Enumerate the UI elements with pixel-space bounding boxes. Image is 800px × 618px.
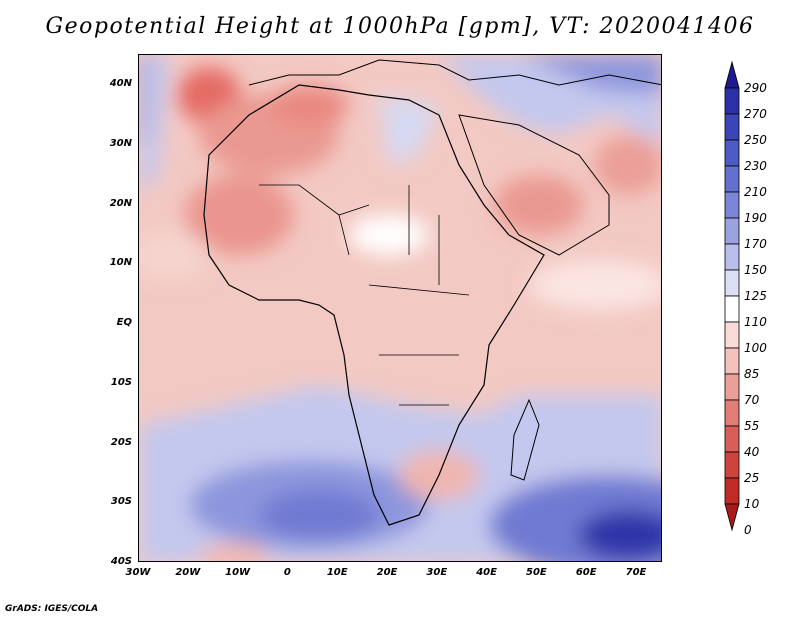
colorbar-swatch: [724, 191, 740, 219]
colorbar-label: 290: [744, 81, 767, 95]
lon-tick-label: 70E: [625, 567, 647, 578]
colorbar-label: 270: [744, 107, 767, 121]
colorbar-swatch: [724, 399, 740, 427]
colorbar-swatch: [724, 321, 740, 349]
colorbar-swatch: [724, 373, 740, 401]
lon-tick-label: 10W: [225, 567, 251, 578]
colorbar-label: 55: [744, 419, 760, 433]
colorbar-swatch: [724, 347, 740, 375]
colorbar-swatch: [724, 477, 740, 505]
colorbar-label: 10: [744, 497, 760, 511]
colorbar-label: 110: [744, 315, 767, 329]
map-title: Geopotential Height at 1000hPa [gpm], VT…: [45, 14, 755, 39]
colorbar-swatch: [724, 451, 740, 479]
colorbar-label: 70: [744, 393, 760, 407]
colorbar-top-arrow: [724, 60, 740, 89]
lat-tick-label: 40S: [110, 556, 132, 567]
geopotential-field: [139, 55, 661, 561]
lon-tick-label: 50E: [526, 567, 547, 578]
colorbar-bottom-arrow: [724, 503, 740, 532]
lat-tick-label: 30N: [109, 137, 132, 149]
lon-tick-label: 20W: [175, 567, 201, 578]
lat-tick-label: 20S: [110, 436, 132, 448]
colorbar-swatch: [724, 165, 740, 193]
colorbar-label: 210: [744, 185, 767, 199]
colorbar-label: 125: [744, 289, 767, 303]
colorbar-swatch: [724, 243, 740, 271]
lon-tick-label: 30W: [125, 567, 151, 578]
lat-tick-label: 20N: [109, 197, 132, 209]
lat-tick-label: 10N: [109, 257, 132, 269]
colorbar-label: 40: [744, 445, 760, 459]
colorbar-label: 230: [744, 159, 767, 173]
colorbar-swatch: [724, 269, 740, 297]
lon-tick-label: 30E: [426, 567, 448, 578]
lat-tick-label: 40N: [109, 78, 132, 89]
colorbar-swatch: [724, 113, 740, 141]
colorbar-label: 170: [744, 237, 767, 251]
colorbar-label: 25: [744, 471, 760, 485]
colorbar-label: 190: [744, 211, 767, 225]
colorbar-swatch: [724, 425, 740, 453]
colorbar-swatch: [724, 217, 740, 245]
colorbar-swatch: [724, 87, 740, 115]
lon-tick-label: 0: [283, 567, 291, 578]
colorbar-label: 100: [744, 341, 767, 355]
lon-tick-label: 60E: [575, 567, 597, 578]
colorbar-swatch: [724, 139, 740, 167]
lon-tick-label: 40E: [476, 567, 497, 578]
lat-tick-label: EQ: [116, 317, 132, 328]
colorbar-label: 85: [744, 367, 760, 381]
lon-tick-label: 10E: [326, 567, 348, 578]
lon-tick-label: 20E: [376, 567, 398, 578]
colorbar-label: 150: [744, 263, 767, 277]
lat-tick-label: 10S: [110, 376, 132, 388]
lat-tick-label: 30S: [110, 496, 132, 508]
colorbar-label: 0: [744, 523, 752, 537]
grads-credit: GrADS: IGES/COLA: [5, 604, 99, 614]
colorbar-label: 250: [744, 133, 767, 147]
colorbar-swatch: [724, 295, 740, 323]
map-panel: [138, 54, 662, 562]
